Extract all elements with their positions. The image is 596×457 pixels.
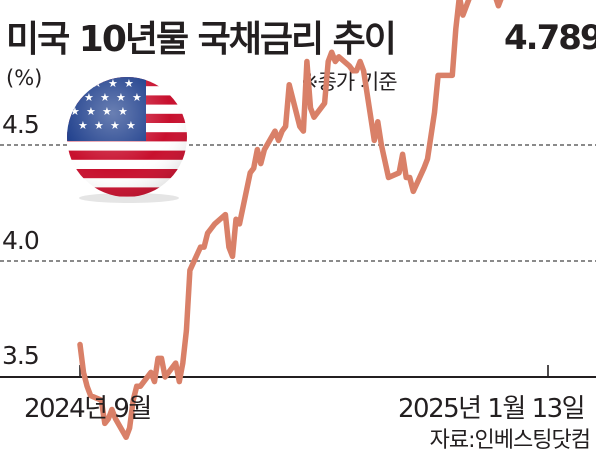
series-line-group [77,0,504,441]
series-line [77,0,504,441]
svg-text:★: ★ [76,77,86,90]
x-tick-label-start: 2024년 9월 [24,394,152,424]
us-flag-icon: ★★★★ ★★★★ ★★★★ ★★★★ [67,77,187,203]
y-tick-label: 4.5 [2,110,40,139]
last-value-label: 4.789 [504,18,596,58]
x-tick-label-end: 2025년 1월 13일 [398,394,586,424]
y-tick-label: 4.0 [2,226,40,255]
source-label: 자료:인베스팅닷컴 [429,428,591,453]
y-tick-label: 3.5 [2,341,40,370]
note-label: ※종가 기준 [301,70,398,94]
y-unit-label: (%) [6,66,43,90]
